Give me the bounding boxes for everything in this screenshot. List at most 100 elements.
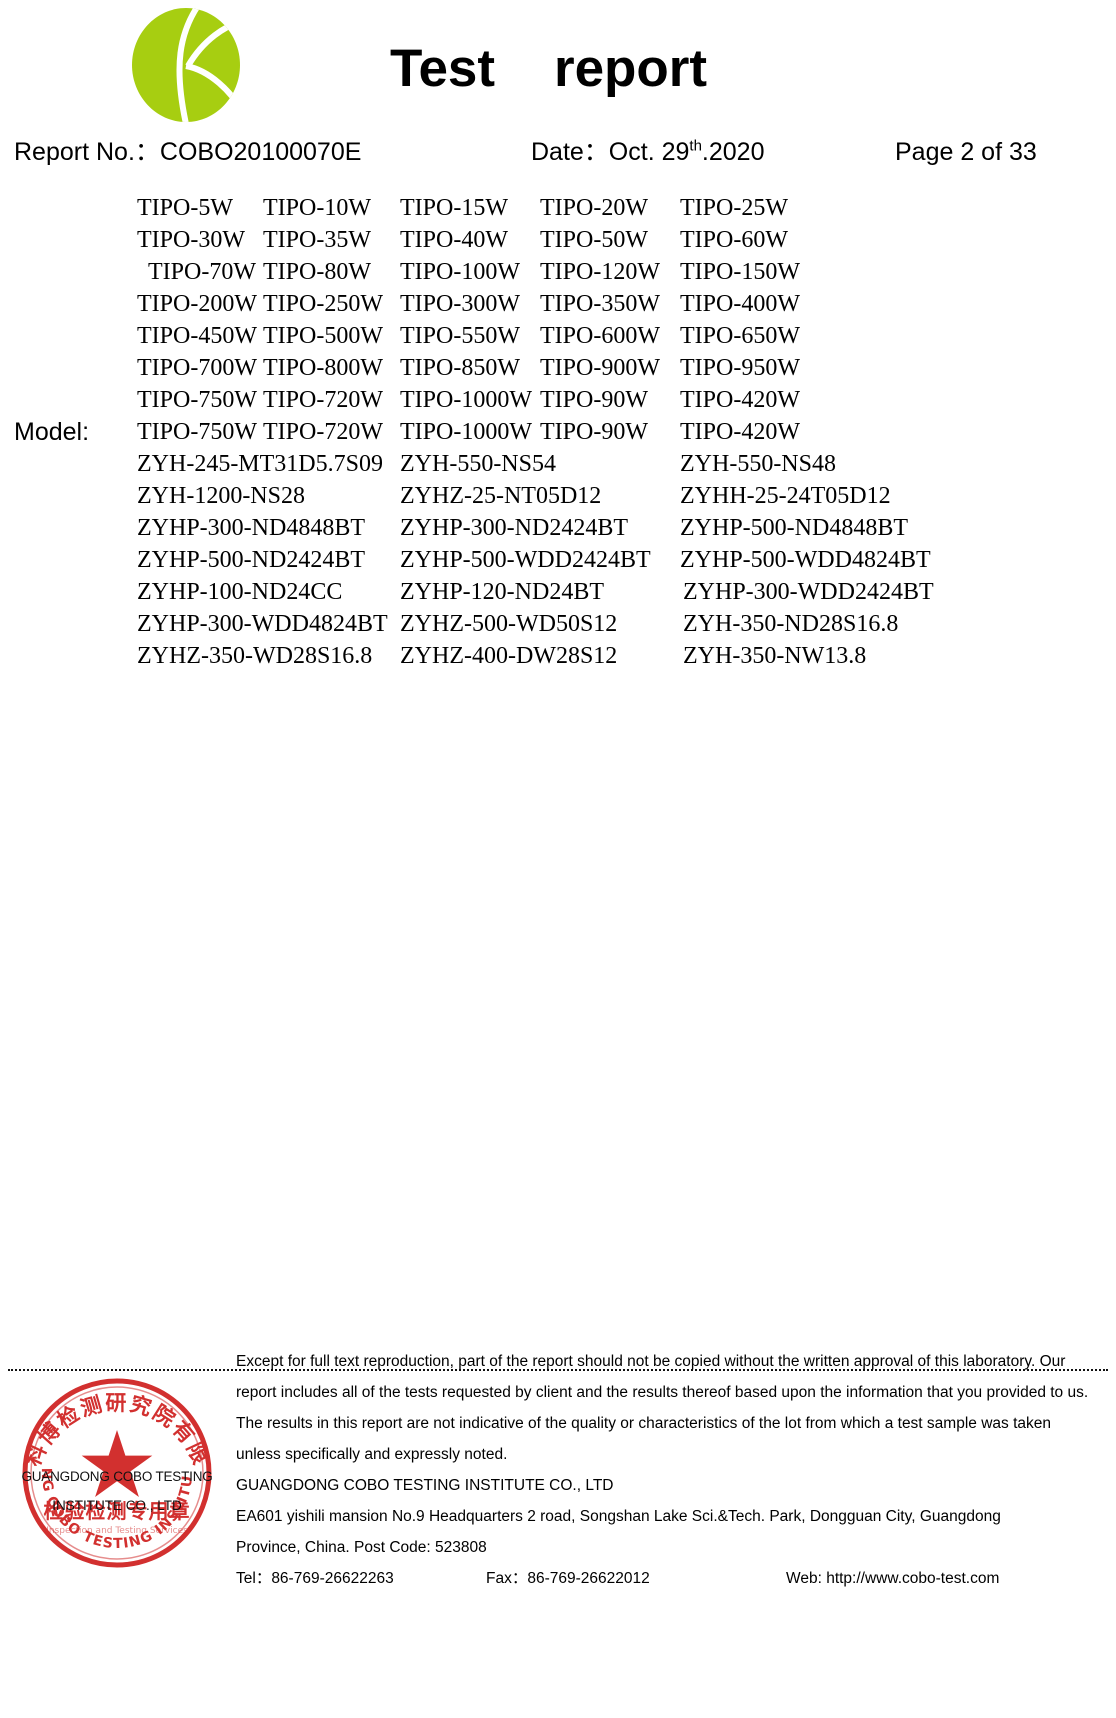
model-code: TIPO-420W xyxy=(680,387,800,413)
model-code: TIPO-60W xyxy=(680,227,788,253)
model-row: ZYHZ-350-WD28S16.8 ZYHZ-400-DW28S12 ZYH-35… xyxy=(0,640,1116,672)
model-code: TIPO-500W xyxy=(263,323,383,349)
company-address-line-1: EA601 yishili mansion No.9 Headquarters … xyxy=(236,1508,1001,1525)
model-code: TIPO-10W xyxy=(263,195,371,221)
report-date-ordinal-suffix: th xyxy=(689,137,702,155)
model-label: Model: xyxy=(14,418,90,446)
model-code: TIPO-50W xyxy=(540,227,648,253)
model-code: TIPO-120W xyxy=(540,259,660,285)
report-date-year: .2020 xyxy=(701,138,765,166)
model-code: TIPO-420W xyxy=(680,419,800,445)
disclaimer-line: The results in this report are not indic… xyxy=(236,1415,1051,1432)
model-code: TIPO-1000W xyxy=(400,419,532,445)
model-code: TIPO-720W xyxy=(263,387,383,413)
model-code: ZYH-350-ND28S16.8 xyxy=(683,611,899,637)
model-code: ZYHP-500-WDD2424BT xyxy=(400,547,651,573)
model-row: ZYHP-500-ND2424BT ZYHP-500-WDD2424BT ZYHP-… xyxy=(0,544,1116,576)
page-title: Test report xyxy=(390,39,708,98)
company-fax: Fax：86-769-26622012 xyxy=(486,1570,650,1587)
model-code: ZYHP-300-ND2424BT xyxy=(400,515,628,541)
model-code: TIPO-200W xyxy=(137,291,257,317)
model-code: TIPO-720W xyxy=(263,419,383,445)
model-code: ZYHP-500-ND2424BT xyxy=(137,547,365,573)
model-code: TIPO-1000W xyxy=(400,387,532,413)
seal-overlay-company-line-2: INSTITUTE CO., LTD xyxy=(52,1498,182,1513)
model-code: ZYHP-300-WDD4824BT xyxy=(137,611,388,637)
company-website[interactable]: Web: http://www.cobo-test.com xyxy=(786,1570,1000,1587)
model-code: ZYH-245-MT31D5.7S09 xyxy=(137,451,383,477)
page-indicator: Page 2 of 33 xyxy=(895,138,1037,166)
model-row: TIPO-200W TIPO-250W TIPO-300W TIPO-350W TIPO… xyxy=(0,288,1116,320)
model-code: ZYHP-100-ND24CC xyxy=(137,579,343,605)
model-code: TIPO-40W xyxy=(400,227,508,253)
model-row: ZYHP-100-ND24CC ZYHP-120-ND24BT ZYHP-300-W… xyxy=(0,576,1116,608)
model-code: TIPO-300W xyxy=(400,291,520,317)
model-code: TIPO-600W xyxy=(540,323,660,349)
model-code: TIPO-700W xyxy=(137,355,257,381)
model-row: TIPO-70W TIPO-80W TIPO-100W TIPO-120W TIPO-1… xyxy=(0,256,1116,288)
model-code: TIPO-750W xyxy=(137,419,257,445)
model-code: TIPO-15W xyxy=(400,195,508,221)
svg-text:Inspection and Testing Service: Inspection and Testing Services xyxy=(46,1526,188,1536)
footer-block: Except for full text reproduction, part … xyxy=(236,1346,1108,1594)
model-code: ZYHZ-350-WD28S16.8 xyxy=(137,643,373,669)
disclaimer-line: unless specifically and expressly noted. xyxy=(236,1446,508,1463)
seal-overlay-company-line-1: GUANGDONG COBO TESTING xyxy=(21,1469,213,1484)
model-code: TIPO-80W xyxy=(263,259,371,285)
model-code: TIPO-150W xyxy=(680,259,800,285)
model-list: TIPO-5W TIPO-10W TIPO-15W TIPO-20W TIPO-25W T… xyxy=(0,192,1116,672)
company-telephone: Tel：86-769-26622263 xyxy=(236,1570,394,1587)
model-code: ZYHH-25-24T05D12 xyxy=(680,483,891,509)
model-row: ZYH-1200-NS28 ZYHZ-25-NT05D12 ZYHH-25-24T0… xyxy=(0,480,1116,512)
model-code: TIPO-250W xyxy=(263,291,383,317)
model-code: ZYHZ-500-WD50S12 xyxy=(400,611,618,637)
model-code: TIPO-350W xyxy=(540,291,660,317)
model-code: TIPO-850W xyxy=(400,355,520,381)
cobo-leaf-logo-icon xyxy=(128,6,244,124)
company-address-line-2: Province, China. Post Code: 523808 xyxy=(236,1539,487,1556)
disclaimer-line: report includes all of the tests request… xyxy=(236,1384,1089,1401)
report-number: Report No.：COBO20100070E xyxy=(14,134,361,170)
model-code: TIPO-450W xyxy=(137,323,257,349)
model-code: ZYHP-300-ND4848BT xyxy=(137,515,365,541)
model-code: TIPO-20W xyxy=(540,195,648,221)
five-point-star-icon xyxy=(81,1430,153,1497)
model-code: ZYH-350-NW13.8 xyxy=(683,643,867,669)
model-code: ZYH-550-NS54 xyxy=(400,451,556,477)
disclaimer-line: Except for full text reproduction, part … xyxy=(236,1353,1066,1370)
model-code: ZYHZ-400-DW28S12 xyxy=(400,643,618,669)
model-row: TIPO-700W TIPO-800W TIPO-850W TIPO-900W TIPO… xyxy=(0,352,1116,384)
model-row: TIPO-750W TIPO-720W TIPO-1000W TIPO-90W TIPO… xyxy=(0,416,1116,448)
report-date-label: Date：Oct. 29 xyxy=(531,138,690,166)
model-code: TIPO-5W xyxy=(137,195,233,221)
report-date: Date：Oct. 29th.2020 xyxy=(531,134,764,170)
model-row: ZYHP-300-WDD4824BT ZYHZ-500-WD50S12 ZYH-35… xyxy=(0,608,1116,640)
model-code: TIPO-900W xyxy=(540,355,660,381)
model-code: TIPO-70W xyxy=(148,259,256,285)
model-code: ZYH-1200-NS28 xyxy=(137,483,305,509)
model-code: TIPO-800W xyxy=(263,355,383,381)
model-code: TIPO-750W xyxy=(137,387,257,413)
report-meta-row: Report No.：COBO20100070E Date：Oct. 29th.… xyxy=(0,134,1116,170)
company-contact-row: Tel：86-769-26622263 Fax：86-769-26622012 … xyxy=(236,1563,1108,1594)
model-row: TIPO-450W TIPO-500W TIPO-550W TIPO-600W TIPO… xyxy=(0,320,1116,352)
model-row: ZYHP-300-ND4848BT ZYHP-300-ND2424BT ZYHP-5… xyxy=(0,512,1116,544)
report-number-label: Report No.： xyxy=(14,138,160,166)
model-row: TIPO-30W TIPO-35W TIPO-40W TIPO-50W TIPO-60W xyxy=(0,224,1116,256)
model-code: ZYHP-500-WDD4824BT xyxy=(680,547,931,573)
model-row: ZYH-245-MT31D5.7S09 ZYH-550-NS54 ZYH-550-N… xyxy=(0,448,1116,480)
model-code: TIPO-25W xyxy=(680,195,788,221)
report-number-value: COBO20100070E xyxy=(159,138,362,166)
model-row: TIPO-5W TIPO-10W TIPO-15W TIPO-20W TIPO-25W xyxy=(0,192,1116,224)
model-code: ZYHP-500-ND4848BT xyxy=(680,515,908,541)
model-code: TIPO-650W xyxy=(680,323,800,349)
model-code: TIPO-30W xyxy=(137,227,245,253)
model-code: ZYHP-300-WDD2424BT xyxy=(683,579,934,605)
model-code: TIPO-100W xyxy=(400,259,520,285)
model-code: TIPO-950W xyxy=(680,355,800,381)
model-code: ZYH-550-NS48 xyxy=(680,451,836,477)
model-code: ZYHZ-25-NT05D12 xyxy=(400,483,602,509)
svg-text:检验检测专用章: 检验检测专用章 xyxy=(44,1499,191,1523)
footer-divider xyxy=(8,1369,1108,1371)
model-code: TIPO-550W xyxy=(400,323,520,349)
